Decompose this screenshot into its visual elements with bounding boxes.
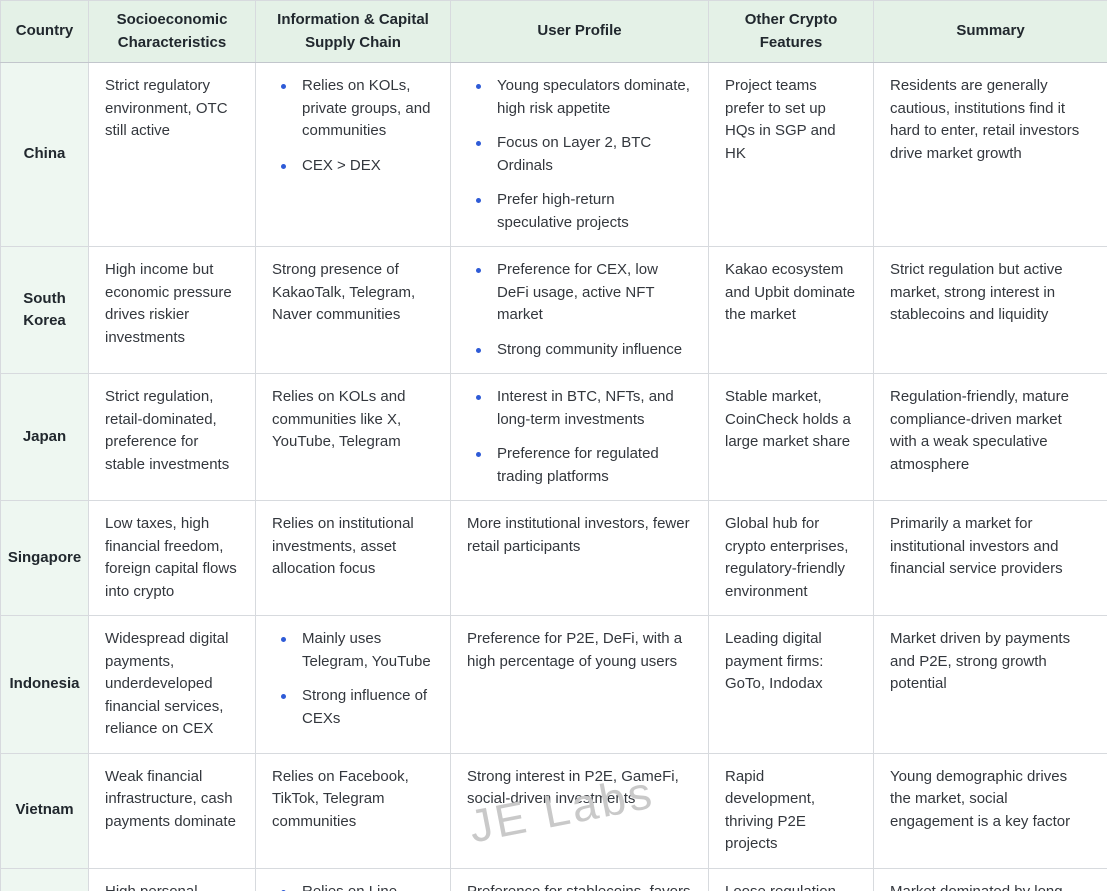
cell-info-capital: Relies on KOLs and communities like X, Y… — [255, 373, 451, 501]
header-row: Country Socioeconomic Characteristics Info… — [0, 0, 1107, 63]
cell-socioeconomic: Low taxes, high financial freedom, forei… — [88, 500, 256, 616]
cell-user-profile: Interest in BTC, NFTs, and long-term inv… — [450, 373, 709, 501]
cell-socioeconomic: Widespread digital payments, underdevelo… — [88, 615, 256, 754]
cell-summary: Young demographic drives the market, soc… — [873, 752, 1107, 869]
column-header: Information & Capital Supply Chain — [255, 0, 451, 63]
cell-info-capital: Strong presence of KakaoTalk, Telegram, … — [255, 246, 451, 374]
table-row: Japan Strict regulation, retail-dominated… — [0, 373, 1107, 501]
bullet-item: Young speculators dominate, high risk ap… — [467, 75, 692, 120]
cell-socioeconomic: Strict regulatory environment, OTC still… — [88, 62, 256, 247]
cell-info-capital: Mainly uses Telegram, YouTube Strong infl… — [255, 615, 451, 754]
cell-summary: Regulation-friendly, mature compliance-d… — [873, 373, 1107, 501]
bullet-item: CEX > DEX — [272, 155, 434, 178]
bullet-list: Young speculators dominate, high risk ap… — [467, 75, 692, 234]
bullet-list: Interest in BTC, NFTs, and long-term inv… — [467, 386, 692, 488]
bullet-item: Strong influence of CEXs — [272, 685, 434, 730]
cell-other-features: Leading digital payment firms: GoTo, Ind… — [708, 615, 874, 754]
table-row: Indonesia Widespread digital payments, un… — [0, 615, 1107, 754]
cell-info-capital: Relies on institutional investments, ass… — [255, 500, 451, 616]
cell-socioeconomic: High personal savings rate, relatively l… — [88, 867, 256, 891]
cell-other-features: Project teams prefer to set up HQs in SG… — [708, 62, 874, 247]
table-row: China Strict regulatory environment, OTC … — [0, 62, 1107, 247]
table-row: Singapore Low taxes, high financial freed… — [0, 500, 1107, 616]
cell-socioeconomic: Weak financial infrastructure, cash paym… — [88, 752, 256, 869]
cell-other-features: Global hub for crypto enterprises, regul… — [708, 500, 874, 616]
cell-other-features: Loose regulation, stablecoin adoption is… — [708, 867, 874, 891]
cell-country: China — [0, 62, 89, 247]
table-header: Country Socioeconomic Characteristics Info… — [0, 0, 1107, 63]
column-header: User Profile — [450, 0, 709, 63]
bullet-item: Preference for regulated trading platfor… — [467, 443, 692, 488]
cell-summary: Primarily a market for institutional inv… — [873, 500, 1107, 616]
table-row: ThailandHigh personal savings rate, rela… — [0, 867, 1107, 891]
table-row: Vietnam Weak financial infrastructure, ca… — [0, 752, 1107, 869]
bullet-item: Preference for CEX, low DeFi usage, acti… — [467, 259, 692, 327]
cell-country: Singapore — [0, 500, 89, 616]
column-header: Other Crypto Features — [708, 0, 874, 63]
cell-country: Indonesia — [0, 615, 89, 754]
bullet-item: Relies on Line, Telegram for crypto disc… — [272, 881, 434, 891]
cell-country: Japan — [0, 373, 89, 501]
cell-socioeconomic: Strict regulation, retail-dominated, pre… — [88, 373, 256, 501]
cell-summary: Strict regulation but active market, str… — [873, 246, 1107, 374]
bullet-item: Prefer high-return speculative projects — [467, 189, 692, 234]
bullet-item: Mainly uses Telegram, YouTube — [272, 628, 434, 673]
cell-country: South Korea — [0, 246, 89, 374]
cell-other-features: Kakao ecosystem and Upbit dominate the m… — [708, 246, 874, 374]
cell-summary: Market dominated by long-term investors,… — [873, 867, 1107, 891]
bullet-item: Relies on KOLs, private groups, and comm… — [272, 75, 434, 143]
cell-info-capital: Relies on KOLs, private groups, and comm… — [255, 62, 451, 247]
cell-other-features: Rapid development, thriving P2E projects — [708, 752, 874, 869]
cell-summary: Market driven by payments and P2E, stron… — [873, 615, 1107, 754]
cell-user-profile: Preference for CEX, low DeFi usage, acti… — [450, 246, 709, 374]
cell-info-capital: Relies on Facebook, TikTok, Telegram com… — [255, 752, 451, 869]
bullet-list: Relies on Line, Telegram for crypto disc… — [272, 881, 434, 891]
bullet-list: Preference for CEX, low DeFi usage, acti… — [467, 259, 692, 361]
cell-other-features: Stable market, CoinCheck holds a large m… — [708, 373, 874, 501]
bullet-item: Interest in BTC, NFTs, and long-term inv… — [467, 386, 692, 431]
bullet-item: Strong community influence — [467, 339, 692, 362]
column-header: Summary — [873, 0, 1107, 63]
cell-user-profile: Strong interest in P2E, GameFi, social-d… — [450, 752, 709, 869]
cell-socioeconomic: High income but economic pressure drives… — [88, 246, 256, 374]
column-header: Country — [0, 0, 89, 63]
cell-info-capital: Relies on Line, Telegram for crypto disc… — [255, 867, 451, 891]
bullet-item: Focus on Layer 2, BTC Ordinals — [467, 132, 692, 177]
cell-user-profile: Young speculators dominate, high risk ap… — [450, 62, 709, 247]
cell-country: Vietnam — [0, 752, 89, 869]
column-header: Socioeconomic Characteristics — [88, 0, 256, 63]
table-row: South Korea High income but economic pres… — [0, 246, 1107, 374]
bullet-list: Relies on KOLs, private groups, and comm… — [272, 75, 434, 177]
bullet-list: Mainly uses Telegram, YouTube Strong infl… — [272, 628, 434, 730]
cell-summary: Residents are generally cautious, instit… — [873, 62, 1107, 247]
cell-user-profile: Preference for stablecoins, favors holdi… — [450, 867, 709, 891]
cell-user-profile: Preference for P2E, DeFi, with a high pe… — [450, 615, 709, 754]
cell-country: Thailand — [0, 867, 89, 891]
cell-user-profile: More institutional investors, fewer reta… — [450, 500, 709, 616]
